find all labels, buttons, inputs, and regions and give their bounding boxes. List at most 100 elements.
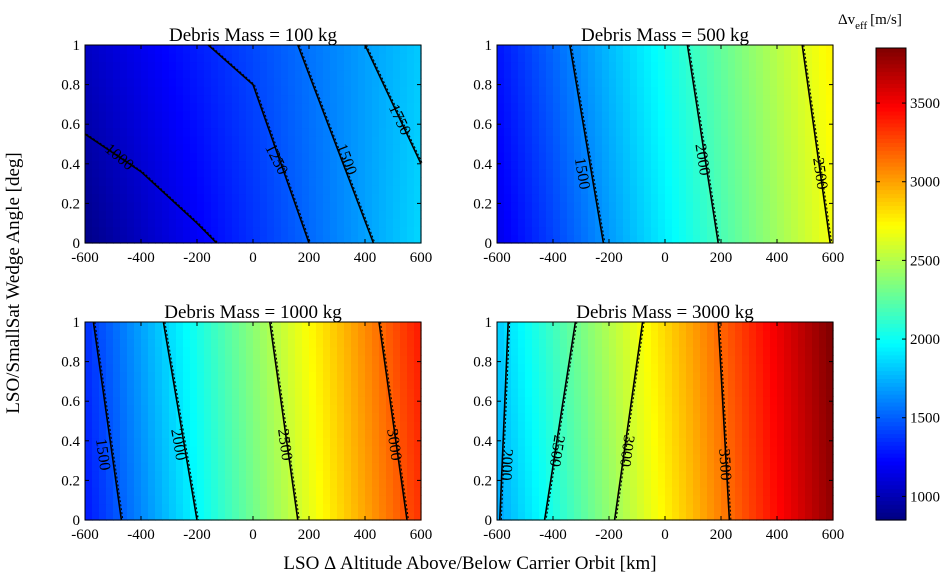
heatmap-cell [707,396,715,406]
colorbar-band [876,295,906,301]
heatmap-cell [504,94,512,104]
heatmap-cell [197,127,205,137]
heatmap-cell [518,322,526,331]
heatmap-cell [609,69,617,79]
heatmap-cell [316,218,324,228]
heatmap-cell [190,201,198,211]
heatmap-cell [742,404,750,414]
heatmap-cell [365,462,373,472]
heatmap-cell [714,201,722,211]
heatmap-cell [162,388,170,397]
heatmap-cell [232,412,240,422]
heatmap-cell [372,322,380,331]
heatmap-cell [365,404,373,414]
heatmap-cell [127,511,135,521]
heatmap-cell [365,338,373,348]
heatmap-cell [539,445,547,455]
heatmap-cell [225,53,233,63]
heatmap-cell [798,454,806,463]
heatmap-cell [127,478,135,488]
heatmap-cell [805,388,813,397]
colorbar-band [876,386,906,391]
heatmap-cell [288,78,296,87]
heatmap-cell [309,388,317,397]
heatmap-cell [714,412,722,422]
colorbar-band [876,472,906,478]
heatmap-cell [190,45,198,54]
heatmap-cell [581,371,589,381]
heatmap-cell [372,45,380,54]
heatmap-cell [344,330,352,340]
heatmap-cell [239,412,247,422]
heatmap-cell [316,445,324,455]
heatmap-cell [728,210,736,219]
panel-title: Debris Mass = 100 kg [169,25,337,46]
heatmap-cell [351,69,359,79]
heatmap-cell [400,478,408,488]
heatmap-cell [155,379,163,389]
heatmap-cell [407,495,415,505]
heatmap-cell [518,69,526,79]
heatmap-cell [407,478,415,488]
heatmap-cell [539,470,547,480]
heatmap-cell [253,355,261,364]
heatmap-cell [609,177,617,186]
heatmap-cell [791,152,799,162]
heatmap-cell [267,119,275,129]
heatmap-cell [525,111,533,120]
heatmap-cell [379,168,387,178]
heatmap-cell [763,503,771,513]
heatmap-cell [316,487,324,496]
heatmap-cell [302,168,310,178]
heatmap-cell [134,454,142,463]
heatmap-cell [742,94,750,104]
heatmap-cell [330,152,338,162]
heatmap-cell [225,437,233,447]
heatmap-cell [85,478,93,488]
heatmap-cell [295,396,303,406]
heatmap-cell [211,363,219,373]
heatmap-cell [337,330,345,340]
heatmap-cell [651,177,659,186]
heatmap-cell [344,160,352,170]
heatmap-cell [148,478,156,488]
heatmap-cell [637,218,645,228]
heatmap-cell [609,421,617,430]
heatmap-cell [791,421,799,430]
heatmap-cell [351,421,359,430]
heatmap-cell [686,379,694,389]
heatmap-cell [609,445,617,455]
heatmap-cell [365,94,373,104]
heatmap-cell [99,346,107,356]
heatmap-cell [630,495,638,505]
heatmap-cell [232,396,240,406]
heatmap-cell [560,478,568,488]
heatmap-cell [246,177,254,186]
panel-title: Debris Mass = 1000 kg [164,302,342,323]
heatmap-cell [714,462,722,472]
heatmap-cell [288,185,296,195]
heatmap-cell [169,210,177,219]
heatmap-cell [239,487,247,496]
heatmap-cell [770,330,778,340]
heatmap-cell [819,234,827,244]
heatmap-cell [721,152,729,162]
heatmap-cell [574,363,582,373]
heatmap-cell [504,86,512,96]
heatmap-cell [169,193,177,203]
heatmap-cell [679,396,687,406]
heatmap-cell [351,487,359,496]
heatmap-cell [735,218,743,228]
heatmap-cell [686,338,694,348]
heatmap-cell [707,346,715,356]
heatmap-cell [686,168,694,178]
heatmap-cell [120,127,128,137]
heatmap-cell [344,511,352,521]
heatmap-cell [274,346,282,356]
heatmap-cell [686,478,694,488]
heatmap-cell [511,111,519,120]
heatmap-cell [183,338,191,348]
heatmap-cell [197,61,205,71]
heatmap-cell [581,160,589,170]
colorbar-band [876,398,906,403]
